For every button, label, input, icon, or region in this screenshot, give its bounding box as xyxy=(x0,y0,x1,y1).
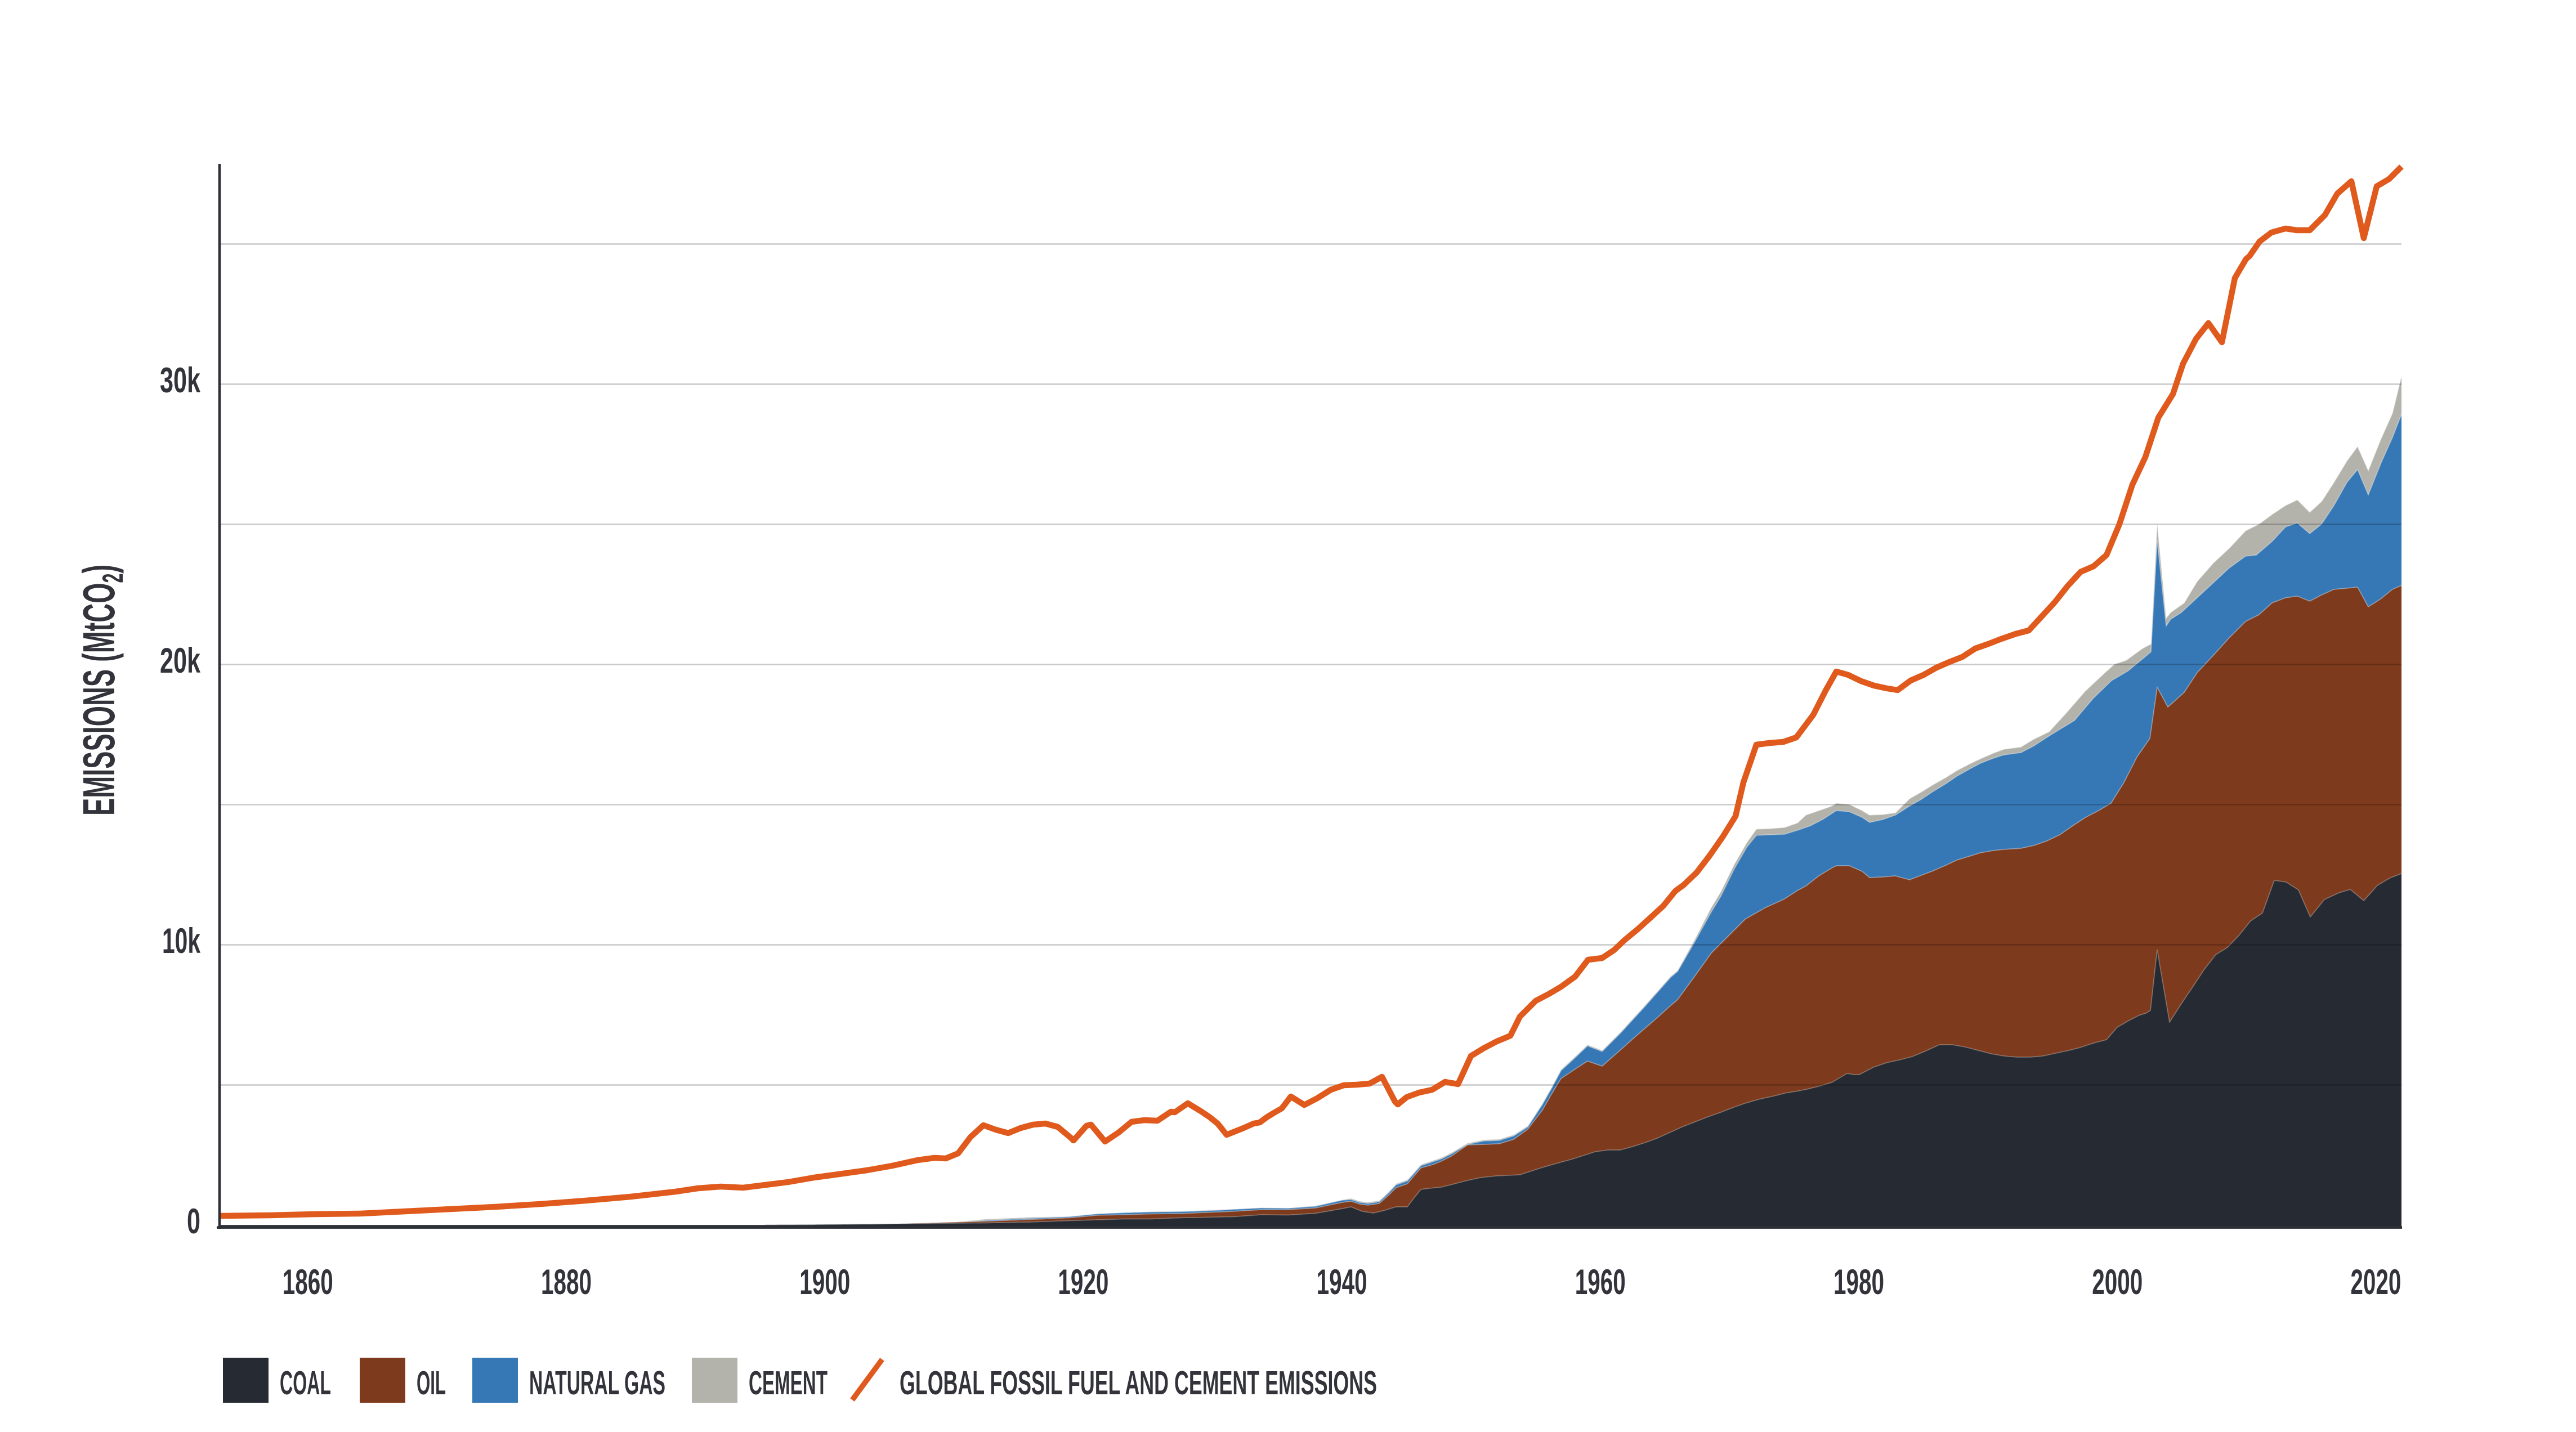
svg-text:10k: 10k xyxy=(162,921,201,961)
svg-text:EMISSIONS (MtCO2): EMISSIONS (MtCO2) xyxy=(74,565,129,816)
svg-text:NATURAL GAS: NATURAL GAS xyxy=(529,1364,665,1402)
svg-text:1980: 1980 xyxy=(1833,1263,1884,1302)
svg-text:1860: 1860 xyxy=(283,1263,333,1302)
svg-text:0: 0 xyxy=(187,1202,200,1241)
svg-text:1880: 1880 xyxy=(541,1263,592,1302)
svg-text:20k: 20k xyxy=(160,641,201,681)
svg-text:30k: 30k xyxy=(160,361,201,400)
svg-text:COAL: COAL xyxy=(280,1364,331,1402)
svg-text:1960: 1960 xyxy=(1575,1263,1626,1302)
svg-text:2000: 2000 xyxy=(2092,1263,2143,1302)
svg-text:2020: 2020 xyxy=(2350,1263,2401,1302)
svg-text:1940: 1940 xyxy=(1317,1263,1367,1302)
svg-text:1900: 1900 xyxy=(799,1263,850,1302)
svg-text:GLOBAL FOSSIL FUEL AND CEMENT: GLOBAL FOSSIL FUEL AND CEMENT EMISSIONS xyxy=(900,1364,1377,1402)
svg-text:CEMENT: CEMENT xyxy=(749,1364,828,1402)
svg-text:1920: 1920 xyxy=(1058,1263,1108,1302)
svg-text:OIL: OIL xyxy=(417,1364,446,1402)
